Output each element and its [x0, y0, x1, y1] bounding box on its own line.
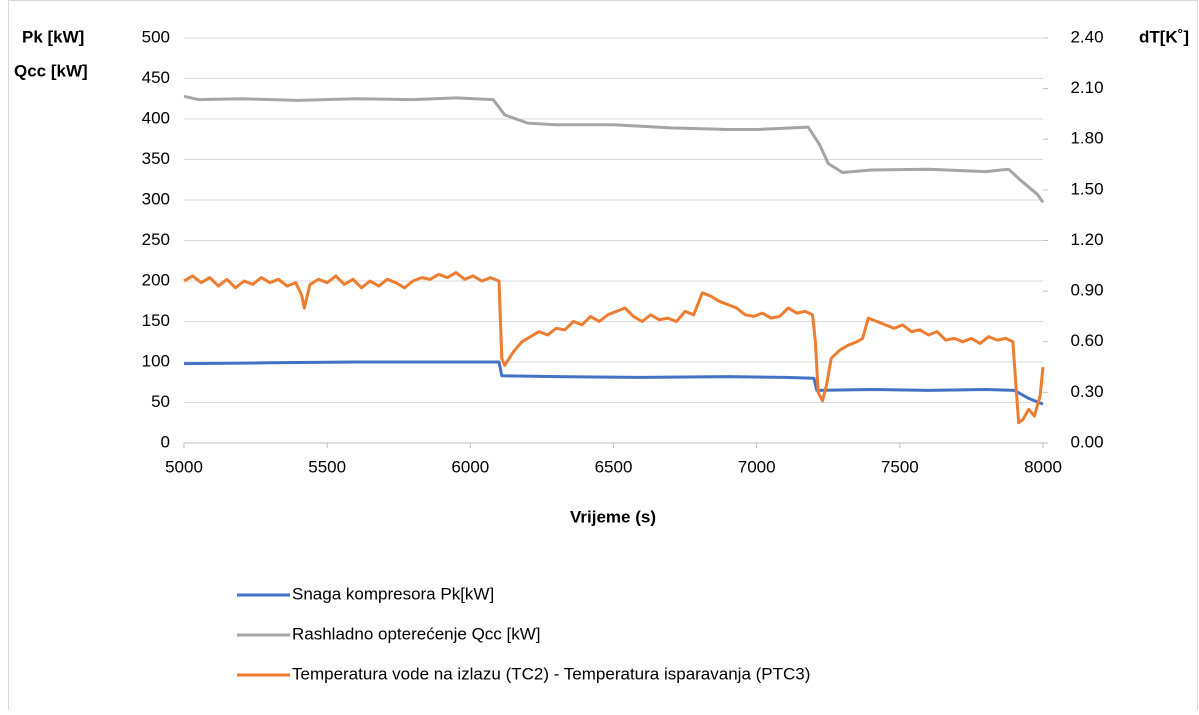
y2-tick-label: 0.90 [1070, 281, 1103, 300]
y-tick-label: 200 [142, 270, 170, 289]
x-tick-label: 5500 [308, 457, 346, 476]
y-tick-label: 350 [142, 149, 170, 168]
x-tick-label: 5000 [165, 457, 203, 476]
y-tick-label: 400 [142, 108, 170, 127]
series-line [183, 94, 1045, 204]
legend-label: Snaga kompresora Pk[kW] [292, 584, 494, 603]
y2-axis-label: dT[K˚] [1139, 27, 1189, 46]
y2-tick-label: 1.50 [1070, 179, 1103, 198]
x-tick-label: 7000 [738, 457, 776, 476]
y2-tick-label: 2.10 [1070, 78, 1103, 97]
y2-tick-label: 1.80 [1070, 129, 1103, 148]
y-axis-label: Qcc [kW] [14, 61, 88, 80]
y-tick-label: 50 [151, 392, 170, 411]
legend-label: Temperatura vode na izlazu (TC2) - Tempe… [292, 664, 810, 683]
x-axis-label: Vrijeme (s) [570, 507, 656, 526]
y2-tick-label: 2.40 [1070, 27, 1103, 46]
y-tick-label: 300 [142, 189, 170, 208]
y-tick-label: 450 [142, 68, 170, 87]
y-tick-label: 250 [142, 230, 170, 249]
y-tick-label: 0 [161, 432, 170, 451]
y-tick-label: 500 [142, 27, 170, 46]
y-tick-label: 100 [142, 351, 170, 370]
y-axis-label: Pk [kW] [22, 27, 84, 46]
series-line [183, 360, 1044, 406]
x-tick-label: 8000 [1024, 457, 1062, 476]
series-line [183, 271, 1045, 425]
x-tick-label: 7500 [881, 457, 919, 476]
x-tick-label: 6000 [451, 457, 489, 476]
chart-border [8, 0, 1198, 715]
x-tick-label: 6500 [595, 457, 633, 476]
y2-tick-label: 0.00 [1070, 432, 1103, 451]
y2-tick-label: 0.60 [1070, 331, 1103, 350]
y2-tick-label: 1.20 [1070, 230, 1103, 249]
y-tick-label: 150 [142, 311, 170, 330]
y2-tick-label: 0.30 [1070, 382, 1103, 401]
legend-label: Rashladno opterećenje Qcc [kW] [292, 624, 541, 643]
